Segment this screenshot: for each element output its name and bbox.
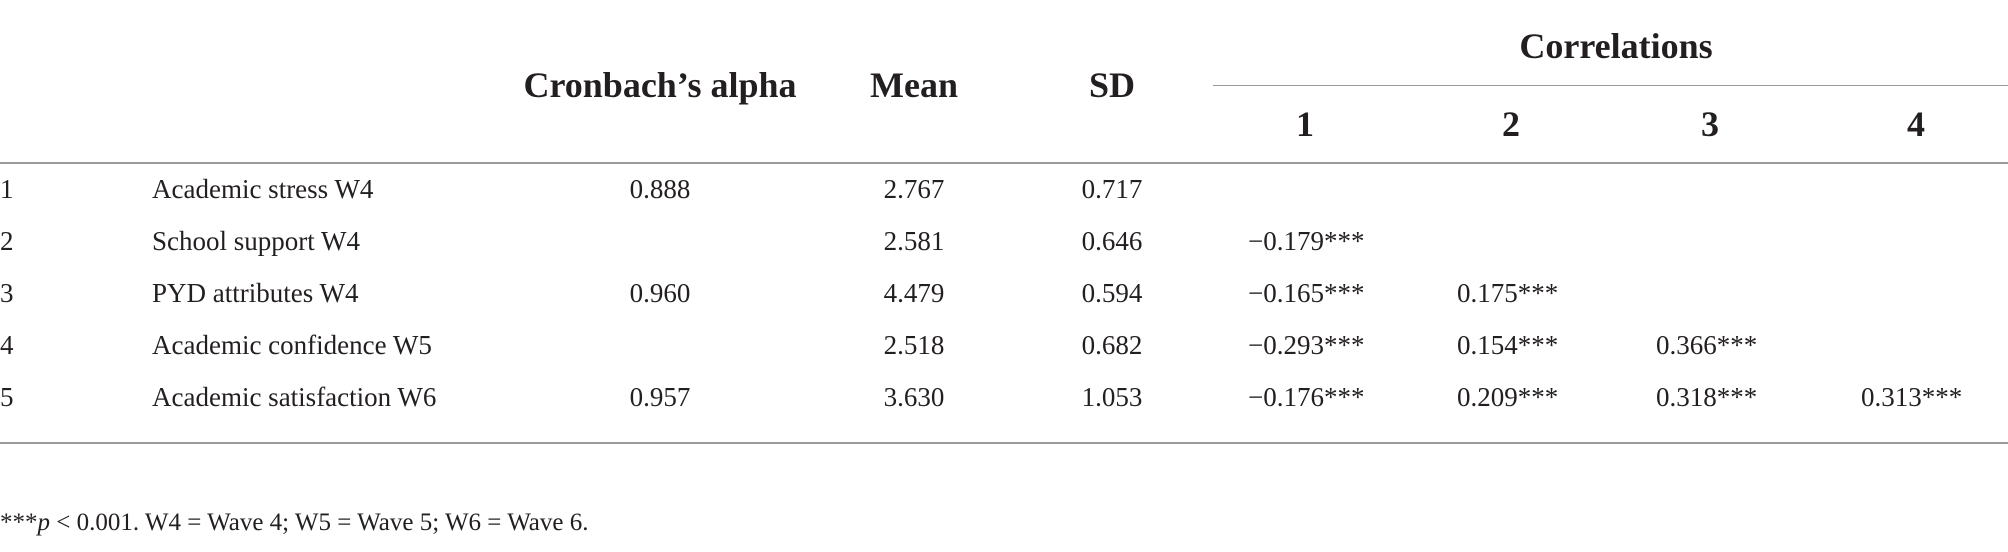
row-label: Academic satisfaction W6 xyxy=(152,382,437,412)
corr-value: −0.179*** xyxy=(1248,226,1365,256)
corr-value: −0.293*** xyxy=(1248,330,1365,360)
corr-value: 0.154*** xyxy=(1457,330,1559,360)
sd-value: 0.717 xyxy=(1081,174,1143,204)
row-number: 4 xyxy=(0,330,14,360)
row-label: School support W4 xyxy=(152,226,360,256)
header-cronbach-alpha: Cronbach’s alpha xyxy=(523,65,797,105)
corr-value: −0.176*** xyxy=(1248,382,1365,412)
header-mean: Mean xyxy=(870,65,958,105)
corr-value: 0.318*** xyxy=(1656,382,1758,412)
footnote-p: p xyxy=(37,509,51,536)
corr-value: −0.165*** xyxy=(1248,278,1365,308)
sd-value: 1.053 xyxy=(1081,382,1143,412)
mean-value: 4.479 xyxy=(883,278,945,308)
row-number: 2 xyxy=(0,226,14,256)
header-corr-3: 3 xyxy=(1701,104,1719,144)
mean-value: 3.630 xyxy=(883,382,945,412)
row-number: 3 xyxy=(0,278,14,308)
table-bottom-rule xyxy=(0,442,2008,444)
header-corr-4: 4 xyxy=(1907,104,1925,144)
row-number: 1 xyxy=(0,174,14,204)
row-label: Academic confidence W5 xyxy=(152,330,432,360)
sd-value: 0.594 xyxy=(1081,278,1143,308)
sd-value: 0.646 xyxy=(1081,226,1143,256)
table-footnote: ***p < 0.001. W4 = Wave 4; W5 = Wave 5; … xyxy=(0,510,588,535)
corr-value: 0.313*** xyxy=(1861,382,1963,412)
row-number: 5 xyxy=(0,382,14,412)
header-corr-2: 2 xyxy=(1502,104,1520,144)
alpha-value: 0.960 xyxy=(629,278,691,308)
sd-value: 0.682 xyxy=(1081,330,1143,360)
header-corr-1: 1 xyxy=(1296,104,1314,144)
footnote-stars: *** xyxy=(0,509,38,536)
corr-value: 0.175*** xyxy=(1457,278,1559,308)
footnote-text: < 0.001. W4 = Wave 4; W5 = Wave 5; W6 = … xyxy=(50,509,589,536)
corr-value: 0.366*** xyxy=(1656,330,1758,360)
row-label: Academic stress W4 xyxy=(152,174,374,204)
mean-value: 2.581 xyxy=(883,226,945,256)
correlations-rule xyxy=(1213,85,2008,86)
alpha-value: 0.888 xyxy=(629,174,691,204)
mean-value: 2.518 xyxy=(883,330,945,360)
mean-value: 2.767 xyxy=(883,174,945,204)
row-label: PYD attributes W4 xyxy=(152,278,359,308)
table-top-rule xyxy=(0,162,2008,164)
corr-value: 0.209*** xyxy=(1457,382,1559,412)
header-correlations: Correlations xyxy=(1519,26,1713,66)
header-sd: SD xyxy=(1088,65,1136,105)
alpha-value: 0.957 xyxy=(629,382,691,412)
